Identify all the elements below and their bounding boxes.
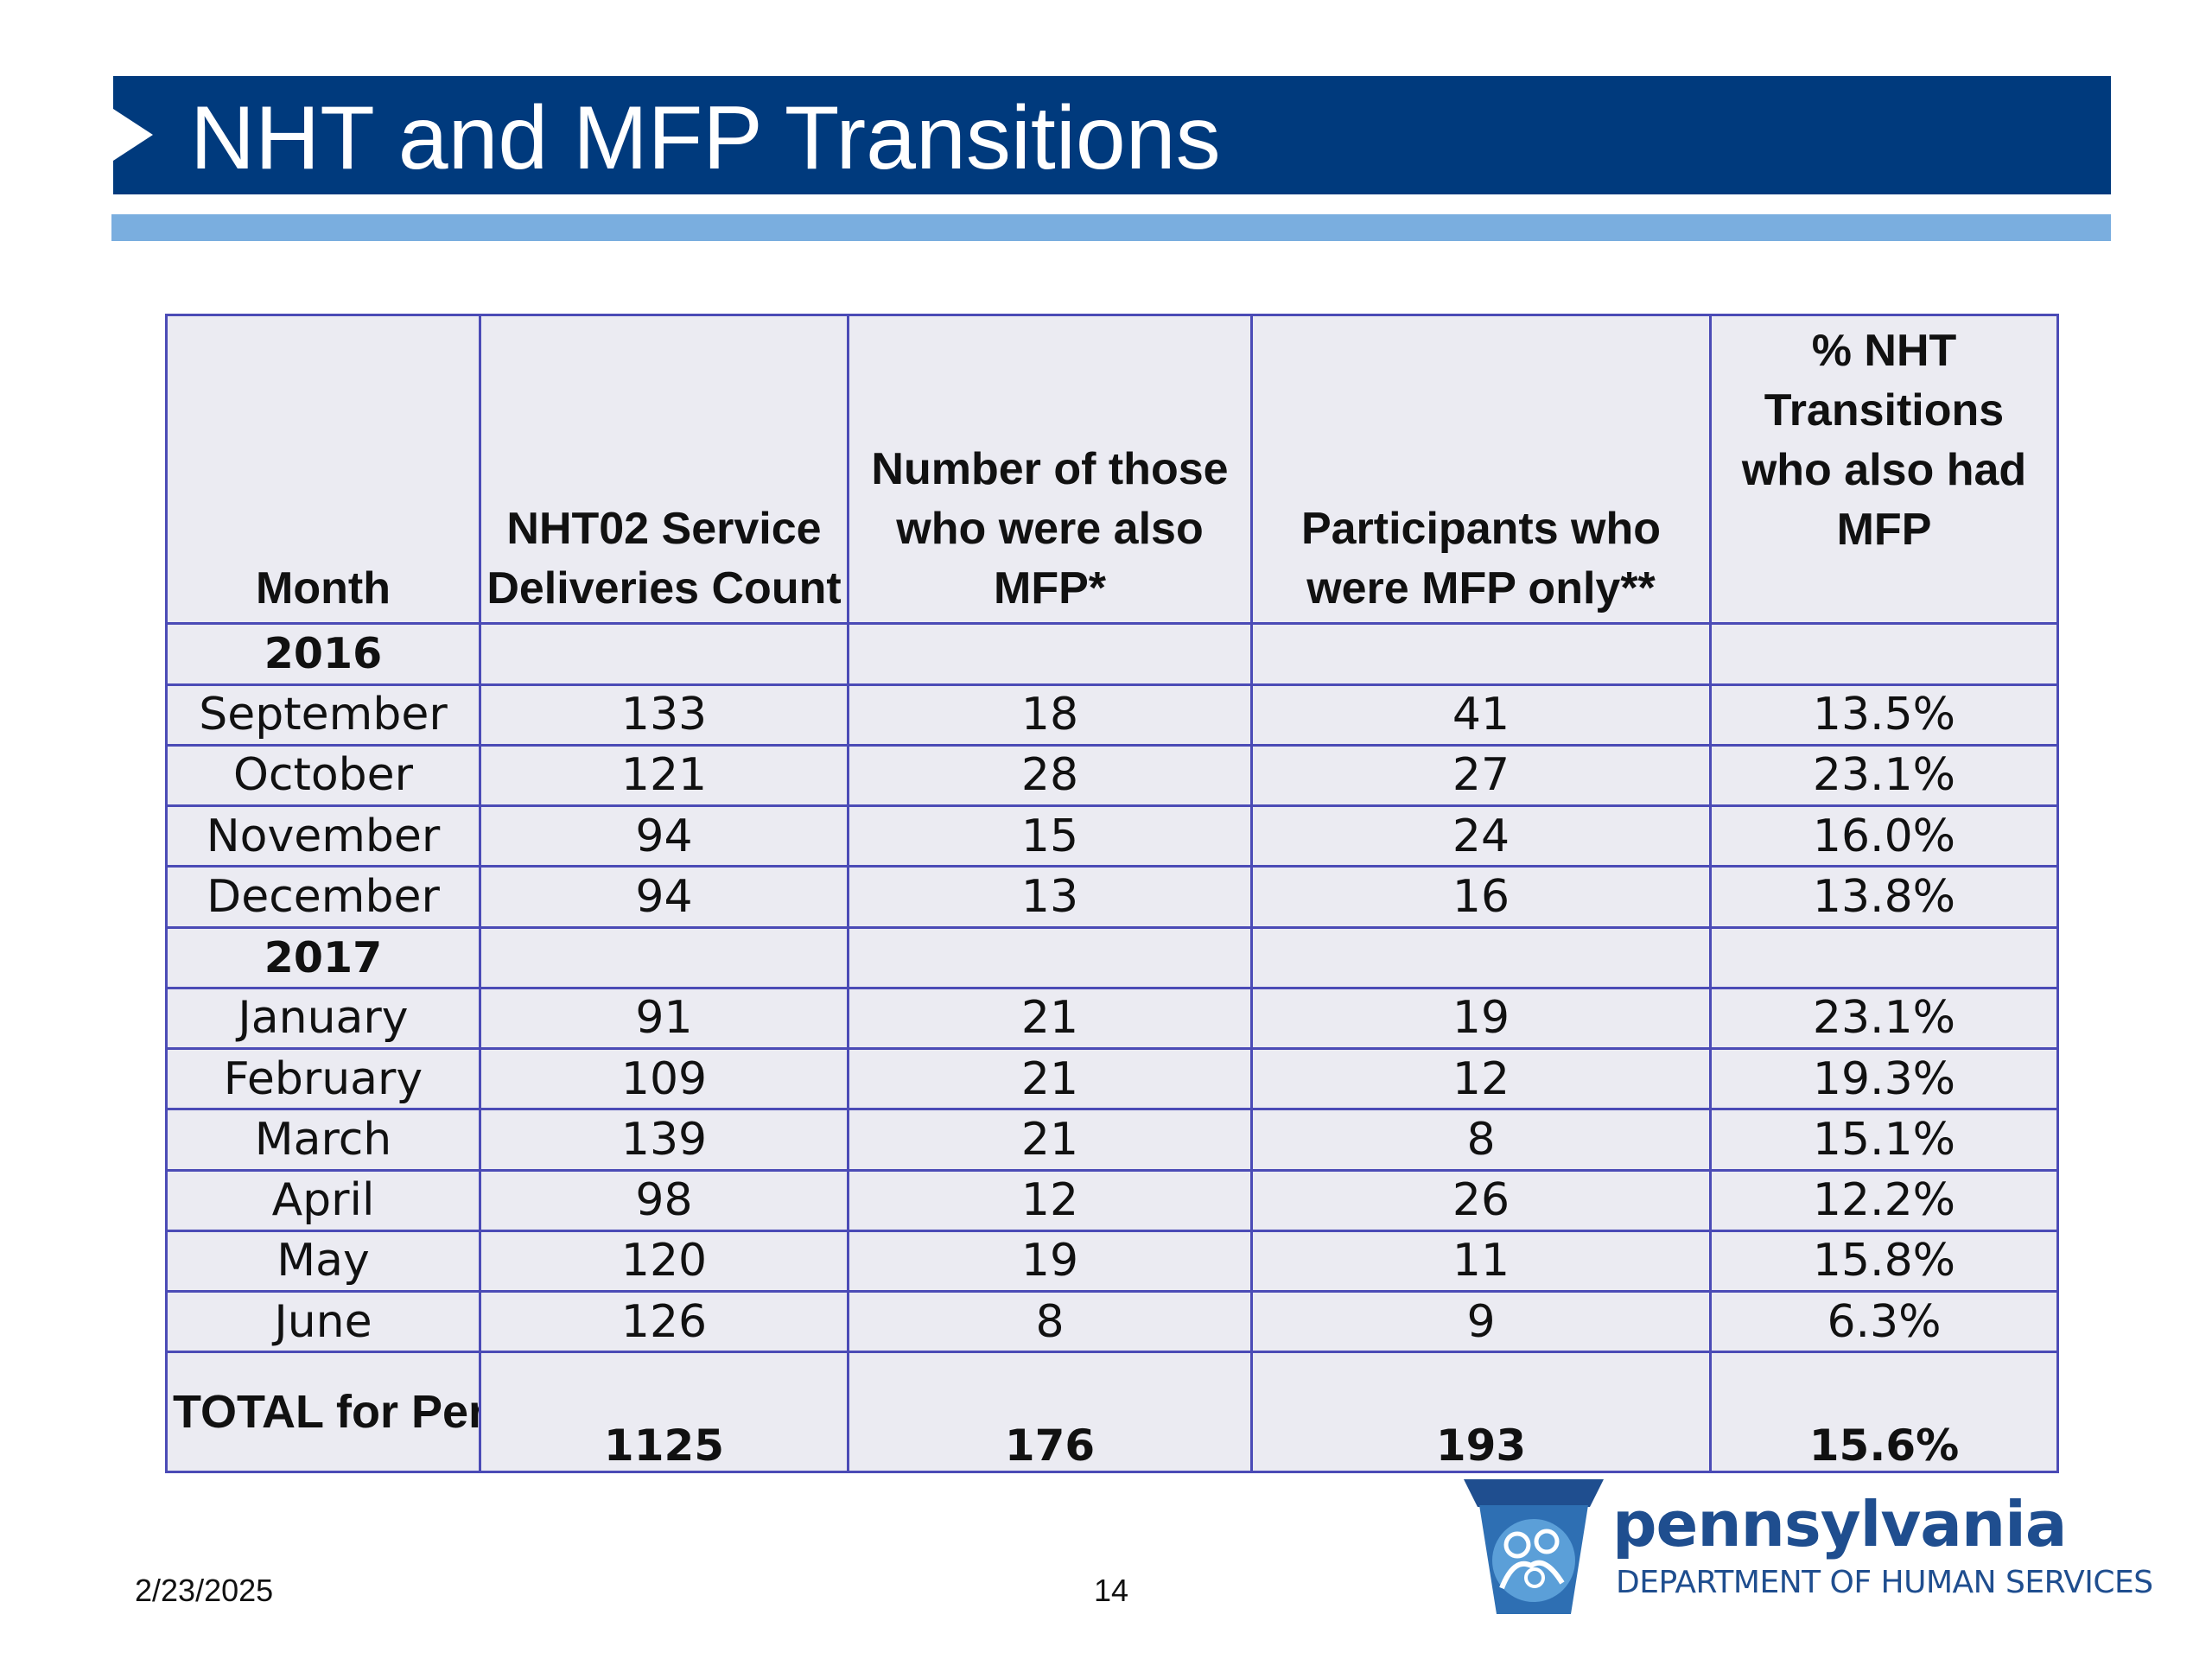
total-percent: 15.6%: [1709, 1351, 2059, 1473]
month-cell: April: [165, 1168, 481, 1232]
mfp-only-cell: 11: [1250, 1229, 1712, 1294]
mfp-only-cell: 8: [1250, 1108, 1712, 1172]
mfp-only-cell: 26: [1250, 1168, 1712, 1232]
table-cell: [1250, 622, 1712, 686]
month-cell: March: [165, 1108, 481, 1172]
table-cell: [1250, 925, 1712, 989]
mfp-only-cell: 9: [1250, 1290, 1712, 1354]
logo-name: pennsylvania: [1612, 1488, 2067, 1560]
also-mfp-cell: 19: [847, 1229, 1253, 1294]
total-row: TOTAL for Period 1125 176 193 15.6%: [165, 1351, 2059, 1473]
nht02-count-cell: 133: [479, 683, 849, 747]
table-row: September 133 18 41 13.5%: [165, 683, 2059, 747]
keystone-seal-icon: [1464, 1479, 1604, 1614]
footer-date: 2/23/2025: [135, 1573, 274, 1608]
percent-cell: 23.1%: [1709, 743, 2059, 808]
header-also-mfp: Number of those who were also MFP*: [847, 313, 1253, 626]
percent-cell: 19.3%: [1709, 1047, 2059, 1111]
nht02-count-cell: 98: [479, 1168, 849, 1232]
total-label: TOTAL for Period: [165, 1351, 481, 1473]
total-also-mfp: 176: [847, 1351, 1253, 1473]
also-mfp-cell: 21: [847, 986, 1253, 1051]
percent-cell: 12.2%: [1709, 1168, 2059, 1232]
also-mfp-cell: 18: [847, 683, 1253, 747]
also-mfp-cell: 21: [847, 1047, 1253, 1111]
table-row: June 126 8 9 6.3%: [165, 1290, 2059, 1354]
header-mfp-only: Participants who were MFP only**: [1250, 313, 1712, 626]
table-row: November 94 15 24 16.0%: [165, 804, 2059, 868]
table-cell: [847, 622, 1253, 686]
mfp-only-cell: 12: [1250, 1047, 1712, 1111]
month-cell: September: [165, 683, 481, 747]
also-mfp-cell: 28: [847, 743, 1253, 808]
mfp-only-cell: 19: [1250, 986, 1712, 1051]
table-row: October 121 28 27 23.1%: [165, 743, 2059, 808]
header-row: Month NHT02 Service Deliveries Count Num…: [165, 313, 2059, 626]
table-row: May 120 19 11 15.8%: [165, 1229, 2059, 1294]
total-nht02-count: 1125: [479, 1351, 849, 1473]
mfp-only-cell: 24: [1250, 804, 1712, 868]
year-row: 2017: [165, 925, 2059, 989]
table-cell: [847, 925, 1253, 989]
title-bar: [113, 76, 2111, 194]
also-mfp-cell: 13: [847, 865, 1253, 929]
also-mfp-cell: 15: [847, 804, 1253, 868]
month-cell: June: [165, 1290, 481, 1354]
mfp-only-cell: 27: [1250, 743, 1712, 808]
percent-cell: 13.8%: [1709, 865, 2059, 929]
total-mfp-only: 193: [1250, 1351, 1712, 1473]
table-row: March 139 21 8 15.1%: [165, 1108, 2059, 1172]
also-mfp-cell: 21: [847, 1108, 1253, 1172]
percent-cell: 23.1%: [1709, 986, 2059, 1051]
also-mfp-cell: 8: [847, 1290, 1253, 1354]
header-nht02-count: NHT02 Service Deliveries Count: [479, 313, 849, 626]
percent-cell: 16.0%: [1709, 804, 2059, 868]
nht02-count-cell: 91: [479, 986, 849, 1051]
table-cell: [479, 622, 849, 686]
logo-department: DEPARTMENT OF HUMAN SERVICES: [1616, 1565, 2153, 1600]
also-mfp-cell: 12: [847, 1168, 1253, 1232]
month-cell: May: [165, 1229, 481, 1294]
nht02-count-cell: 94: [479, 804, 849, 868]
table-row: December 94 13 16 13.8%: [165, 865, 2059, 929]
header-percent-nht-mfp: % NHT Transitions who also had MFP: [1709, 313, 2059, 626]
nht02-count-cell: 109: [479, 1047, 849, 1111]
nht02-count-cell: 121: [479, 743, 849, 808]
nht02-count-cell: 120: [479, 1229, 849, 1294]
table-row: February 109 21 12 19.3%: [165, 1047, 2059, 1111]
table-cell: [479, 925, 849, 989]
nht02-count-cell: 139: [479, 1108, 849, 1172]
table-row: January 91 21 19 23.1%: [165, 986, 2059, 1051]
table-cell: [1709, 622, 2059, 686]
month-cell: February: [165, 1047, 481, 1111]
percent-cell: 13.5%: [1709, 683, 2059, 747]
mfp-only-cell: 41: [1250, 683, 1712, 747]
year-label: 2016: [165, 622, 481, 686]
month-cell: November: [165, 804, 481, 868]
table-row: April 98 12 26 12.2%: [165, 1168, 2059, 1232]
month-cell: January: [165, 986, 481, 1051]
nht02-count-cell: 94: [479, 865, 849, 929]
page-number: 14: [1094, 1573, 1129, 1608]
percent-cell: 15.8%: [1709, 1229, 2059, 1294]
year-row: 2016: [165, 622, 2059, 686]
percent-cell: 15.1%: [1709, 1108, 2059, 1172]
percent-cell: 6.3%: [1709, 1290, 2059, 1354]
accent-bar: [111, 214, 2111, 241]
mfp-only-cell: 16: [1250, 865, 1712, 929]
nht02-count-cell: 126: [479, 1290, 849, 1354]
title-arrow-icon: [113, 109, 153, 161]
month-cell: October: [165, 743, 481, 808]
table-cell: [1709, 925, 2059, 989]
slide-title: NHT and MFP Transitions: [190, 88, 1221, 188]
year-label: 2017: [165, 925, 481, 989]
transitions-table: Month NHT02 Service Deliveries Count Num…: [165, 313, 2059, 1473]
header-month: Month: [165, 313, 481, 626]
month-cell: December: [165, 865, 481, 929]
